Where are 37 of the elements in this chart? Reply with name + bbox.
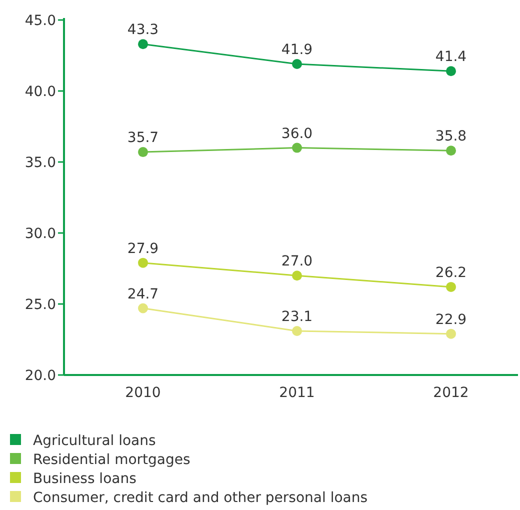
data-label: 27.0 bbox=[281, 254, 313, 270]
data-label: 35.8 bbox=[435, 128, 467, 145]
y-tick-label: 40.0 bbox=[24, 84, 56, 100]
data-label: 24.7 bbox=[127, 286, 159, 302]
point bbox=[292, 142, 302, 153]
data-label: 41.9 bbox=[281, 42, 313, 58]
data-label: 27.9 bbox=[127, 240, 159, 257]
x-tick-label: 2012 bbox=[433, 385, 469, 401]
data-label: 35.7 bbox=[127, 130, 159, 146]
point bbox=[292, 270, 302, 281]
legend-label: Residential mortgages bbox=[33, 452, 190, 468]
point bbox=[138, 258, 148, 268]
y-tick-label: 30.0 bbox=[24, 226, 56, 242]
data-label: 26.2 bbox=[435, 264, 467, 281]
x-tick-label: 2010 bbox=[125, 385, 161, 401]
point bbox=[446, 328, 456, 339]
point bbox=[446, 66, 456, 76]
y-tick-label: 25.0 bbox=[24, 296, 56, 313]
y-tick-label: 45.0 bbox=[24, 12, 56, 29]
data-label: 36.0 bbox=[281, 126, 313, 142]
x-tick-label: 2011 bbox=[279, 385, 315, 401]
data-label: 43.3 bbox=[127, 22, 159, 38]
point bbox=[446, 282, 456, 292]
legend-label: Consumer, credit card and other personal loans bbox=[33, 490, 368, 506]
point bbox=[292, 59, 302, 70]
legend-label: Business loans bbox=[33, 470, 136, 487]
point bbox=[446, 146, 456, 156]
data-label: 22.9 bbox=[435, 312, 467, 328]
data-label: 23.1 bbox=[281, 308, 313, 325]
point bbox=[292, 326, 302, 336]
y-tick-label: 35.0 bbox=[24, 154, 56, 171]
legend-label: Agricultural loans bbox=[33, 432, 156, 449]
point bbox=[138, 303, 148, 314]
point bbox=[138, 147, 148, 158]
point bbox=[138, 39, 148, 50]
y-tick-label: 20.0 bbox=[24, 368, 56, 384]
data-label: 41.4 bbox=[435, 49, 467, 66]
